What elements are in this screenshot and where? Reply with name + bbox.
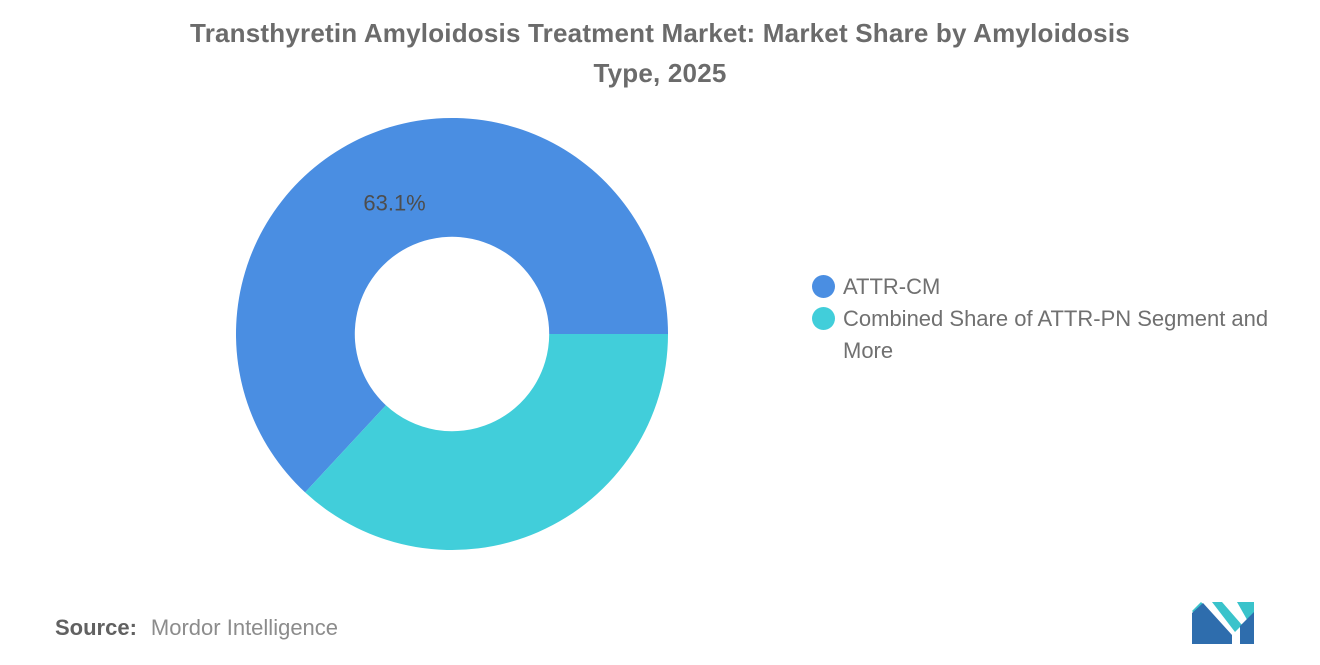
donut-svg: 63.1% [236, 117, 668, 550]
legend-swatch-attr-pn-icon [812, 307, 835, 330]
legend-label: ATTR-CM [843, 274, 941, 299]
chart-title: Transthyretin Amyloidosis Treatment Mark… [0, 13, 1320, 93]
donut-data-label: 63.1% [363, 190, 425, 215]
legend-label: Combined Share of ATTR-PN Segment and Mo… [843, 306, 1269, 363]
donut-slice-0[interactable] [236, 117, 668, 493]
source-line: Source: Mordor Intelligence [55, 615, 338, 641]
chart-title-line1: Transthyretin Amyloidosis Treatment Mark… [190, 18, 1130, 48]
source-label: Source: [55, 615, 137, 640]
chart-legend: ATTR-CM Combined Share of ATTR-PN Segmen… [812, 271, 1273, 367]
legend-item-attr-pn[interactable]: Combined Share of ATTR-PN Segment and Mo… [812, 303, 1273, 367]
legend-item-attr-cm[interactable]: ATTR-CM [812, 271, 1273, 303]
source-value: Mordor Intelligence [150, 615, 339, 640]
chart-title-line2: Type, 2025 [593, 58, 727, 88]
legend-swatch-attr-cm-icon [812, 275, 835, 298]
mordor-intelligence-logo [1192, 602, 1254, 644]
donut-chart: 63.1% [232, 114, 672, 554]
donut-slice-1[interactable] [305, 334, 668, 550]
